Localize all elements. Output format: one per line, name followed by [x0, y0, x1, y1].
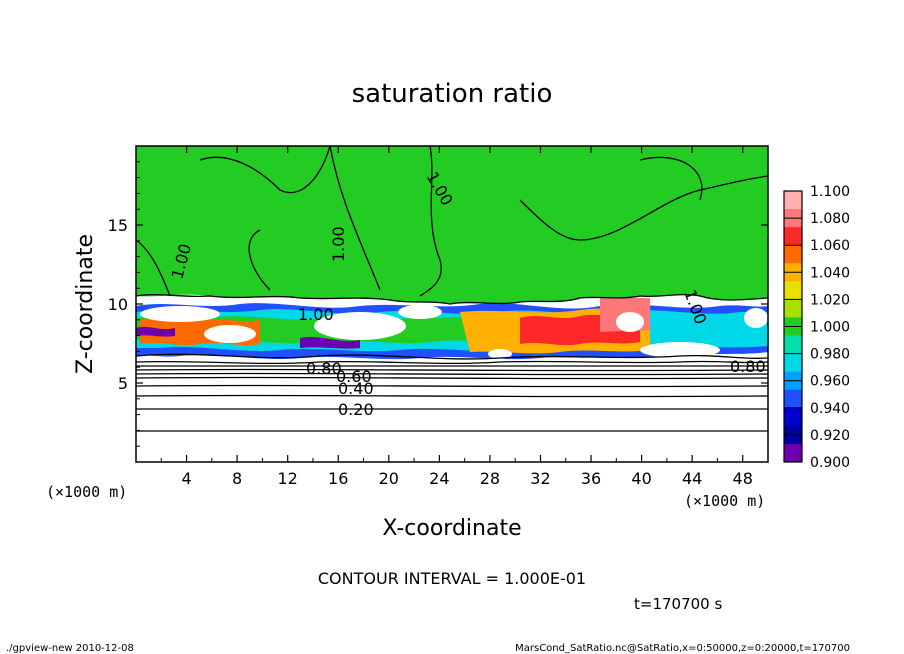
colorbar-label: 0.980 [810, 347, 850, 363]
contour-label: 1.00 [298, 305, 334, 324]
colorbar-label: 1.020 [810, 292, 850, 308]
colorbar-label: 0.940 [810, 401, 850, 417]
x-axis-label: X-coordinate [382, 516, 521, 541]
colorbar-label: 1.100 [810, 184, 850, 200]
y-axis-ticks: 5 10 15 [108, 161, 768, 447]
colorbar-swatch [784, 191, 802, 210]
colorbar-label: 1.060 [810, 238, 850, 254]
contour-label: 0.80 [730, 357, 766, 376]
colorbar-label: 1.040 [810, 265, 850, 281]
y-axis-label: Z-coordinate [73, 234, 98, 374]
colorbar-swatch [784, 353, 802, 373]
colorbar-label: 0.920 [810, 428, 850, 444]
colorbar-swatch [784, 335, 802, 355]
x-tick-label: 40 [631, 469, 651, 488]
x-axis-unit: (×1000 m) [684, 492, 765, 510]
y-tick-label: 5 [118, 374, 128, 393]
x-tick-label: 4 [181, 469, 191, 488]
y-tick-label: 10 [108, 295, 128, 314]
colorbar-swatch [784, 227, 802, 246]
footer-right: MarsCond_SatRatio.nc@SatRatio,x=0:50000,… [515, 643, 850, 654]
x-tick-label: 44 [682, 469, 702, 488]
contour-interval-text: CONTOUR INTERVAL = 1.000E-01 [318, 569, 586, 588]
y-axis-unit: (×1000 m) [46, 483, 127, 501]
contour-label: 0.60 [336, 367, 372, 386]
time-text: t=170700 s [634, 595, 722, 613]
x-tick-label: 28 [480, 469, 500, 488]
plot-area: 1.00 1.00 1.00 1.00 1.00 0.80 0.80 0.60 … [108, 145, 769, 488]
colorbar-label: 0.960 [810, 374, 850, 390]
colorbar-swatch [784, 389, 802, 409]
colorbar-swatch [784, 281, 802, 300]
x-tick-label: 20 [379, 469, 399, 488]
colorbar-label: 1.080 [810, 211, 850, 227]
colorbar-swatch [784, 407, 802, 427]
colorbar: 1.100 1.080 1.060 1.040 1.020 1.000 0.980 0.960… [783, 184, 850, 471]
x-tick-label: 32 [530, 469, 550, 488]
colorbar-label: 1.000 [810, 320, 850, 336]
x-axis-ticks: 4 8 12 16 20 24 28 32 36 40 44 48 [160, 146, 753, 488]
lower-region [136, 360, 768, 462]
contour-lines [136, 146, 768, 432]
contour-label: 1.00 [329, 226, 348, 262]
white-patches [140, 305, 768, 359]
footer-left: ./gpview-new 2010-12-08 [6, 643, 134, 654]
x-tick-label: 16 [328, 469, 348, 488]
saturated-region [136, 146, 768, 304]
chart-title: saturation ratio [352, 79, 553, 109]
x-tick-label: 36 [581, 469, 601, 488]
y-tick-label: 15 [108, 216, 128, 235]
cloud-band-purple [136, 326, 360, 349]
contour-label: 0.20 [338, 400, 374, 419]
colorbar-swatch [784, 299, 802, 318]
contour-label: 0.40 [338, 379, 374, 398]
colorbar-swatch [784, 443, 802, 463]
x-tick-label: 48 [733, 469, 753, 488]
x-tick-label: 8 [232, 469, 242, 488]
x-tick-label: 24 [429, 469, 449, 488]
colorbar-label: 0.900 [810, 455, 850, 471]
colorbar-swatch [784, 245, 802, 264]
x-tick-label: 12 [278, 469, 298, 488]
contour-label: 0.80 [306, 359, 342, 378]
